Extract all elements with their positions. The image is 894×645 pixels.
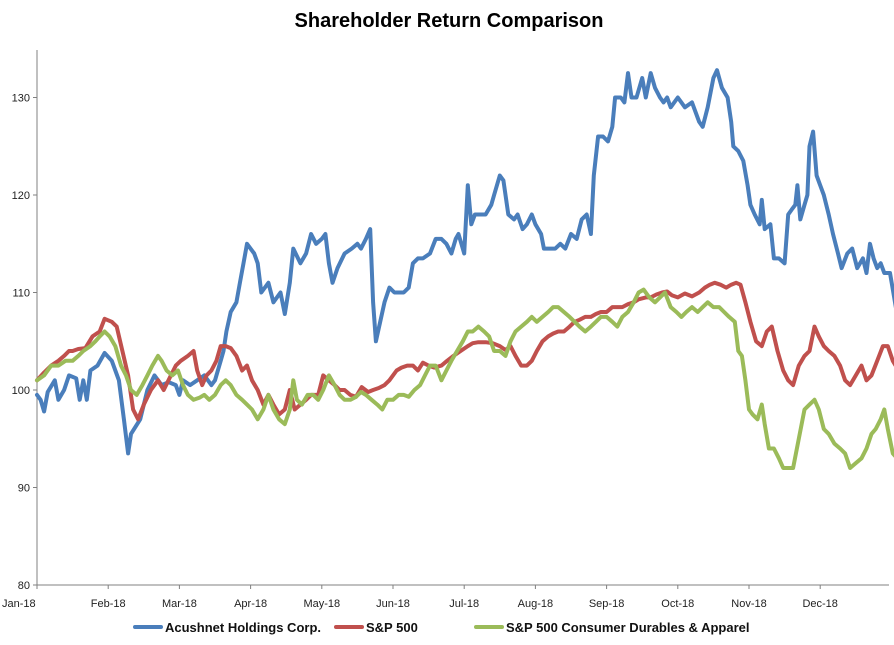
chart-title: Shareholder Return Comparison	[295, 10, 604, 32]
series-line-acushnet-holdings-corp	[35, 68, 894, 456]
y-tick-label: 120	[12, 190, 30, 202]
x-tick-label: Oct-18	[661, 598, 694, 610]
y-tick-label: 100	[12, 385, 30, 397]
x-tick-label: Feb-18	[91, 598, 126, 610]
y-tick-label: 130	[12, 93, 30, 105]
x-tick-label: Dec-18	[802, 598, 837, 610]
x-tick-label: Apr-18	[234, 598, 267, 610]
y-tick-label: 80	[18, 580, 30, 592]
x-tick-label: Aug-18	[518, 598, 553, 610]
x-tick-label: Nov-18	[731, 598, 766, 610]
series-line-s-p-500-consumer-durables-apparel	[35, 287, 894, 470]
y-ticks: 80 90 100 110 120 130	[12, 93, 37, 592]
legend-label: S&P 500	[366, 620, 418, 635]
x-ticks: Jan-18 Feb-18 Mar-18 Apr-18 May-18 Jun-18 Jul-…	[2, 585, 838, 610]
x-tick-label: May-18	[303, 598, 340, 610]
y-tick-label: 110	[12, 288, 30, 300]
y-tick-label: 90	[18, 483, 30, 495]
x-tick-label: Sep-18	[589, 598, 624, 610]
legend-label: S&P 500 Consumer Durables & Apparel	[506, 620, 749, 635]
x-tick-label: Jan-18	[2, 598, 36, 610]
x-tick-label: Jul-18	[449, 598, 479, 610]
legend: Acushnet Holdings Corp. S&P 500 S&P 500 Co…	[133, 620, 749, 635]
series-layer	[35, 68, 894, 470]
x-tick-label: Jun-18	[376, 598, 410, 610]
x-tick-label: Mar-18	[162, 598, 197, 610]
legend-label: Acushnet Holdings Corp.	[165, 620, 321, 635]
